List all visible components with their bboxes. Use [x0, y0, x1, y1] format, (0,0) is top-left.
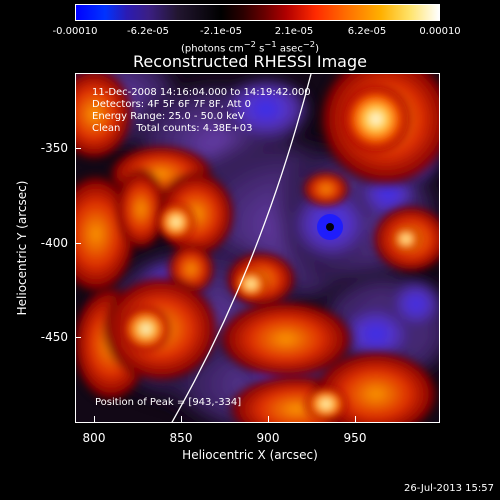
info-line: Energy Range: 25.0 - 50.0 keV: [92, 111, 245, 122]
image-svg: [76, 74, 439, 422]
colorbar-tick-label: -0.00010: [52, 26, 98, 37]
xtick-mark: [355, 416, 356, 422]
timestamp: 26-Jul-2013 15:57: [403, 483, 494, 494]
ytick-label: -450: [40, 330, 68, 344]
image-panel[interactable]: 11-Dec-2008 14:16:04.000 to 14:19:42.000…: [75, 73, 440, 423]
colorbar-tick-label: -6.2e-05: [127, 26, 169, 37]
info-line: Clean Total counts: 4.38E+03: [92, 123, 253, 134]
xtick-label: 800: [82, 431, 106, 445]
page-title: Reconstructed RHESSI Image: [133, 52, 367, 71]
ytick-label: -350: [40, 141, 68, 155]
info-line: 11-Dec-2008 14:16:04.000 to 14:19:42.000: [92, 87, 311, 98]
xtick-mark: [181, 416, 182, 422]
colorbar: [75, 4, 440, 21]
colorbar-tick-label: 6.2e-05: [347, 26, 387, 37]
colorbar-units: (photons cm−2 s−1 asec−2): [180, 39, 320, 55]
colorbar-tick-label: 0.00010: [419, 26, 461, 37]
xtick-label: 850: [169, 431, 193, 445]
colorbar-tick-label: 2.1e-05: [274, 26, 314, 37]
colorbar-tick-label: -2.1e-05: [200, 26, 242, 37]
ytick-mark: [75, 337, 81, 338]
ytick-mark: [75, 148, 81, 149]
xtick-label: 950: [343, 431, 367, 445]
y-axis-label: Heliocentric Y (arcsec): [15, 180, 29, 316]
xtick-label: 900: [256, 431, 280, 445]
x-axis-label: Heliocentric X (arcsec): [182, 448, 318, 462]
ytick-label: -400: [40, 236, 68, 250]
solar-limb-line: [171, 74, 312, 422]
ytick-mark: [75, 243, 81, 244]
peak-position: Position of Peak = [943,-334]: [95, 397, 242, 408]
info-line: Detectors: 4F 5F 6F 7F 8F, Att 0: [92, 99, 252, 110]
xtick-mark: [268, 416, 269, 422]
xtick-mark: [94, 416, 95, 422]
